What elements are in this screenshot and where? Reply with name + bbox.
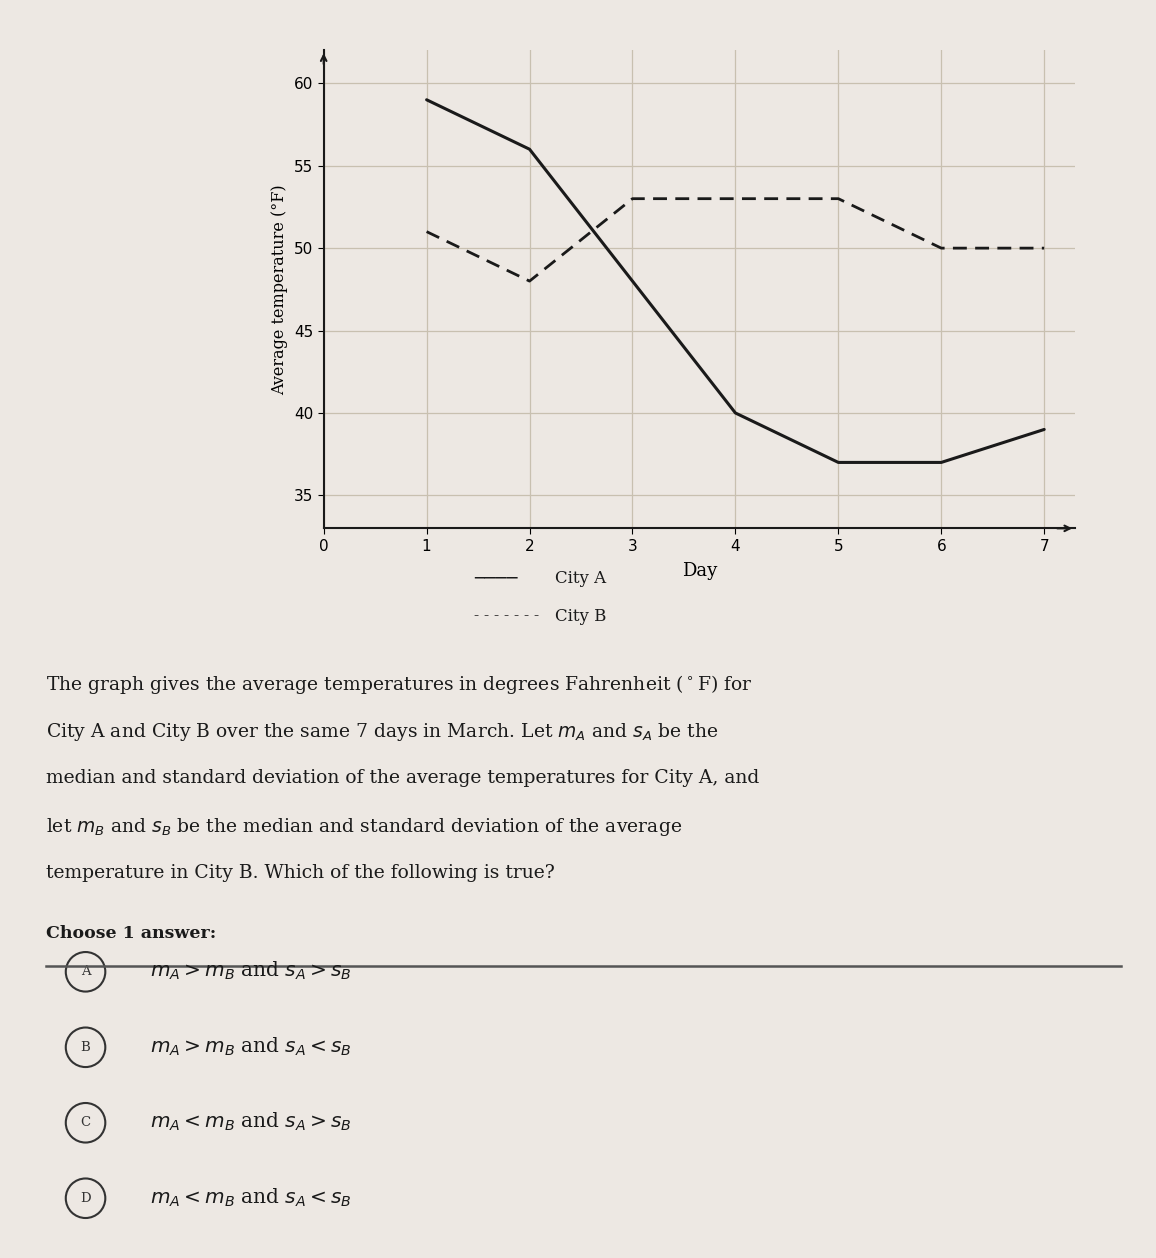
Text: $m_A > m_B$ and $s_A > s_B$: $m_A > m_B$ and $s_A > s_B$ [150, 960, 351, 982]
Text: The graph gives the average temperatures in degrees Fahrenheit ($^\circ$F) for: The graph gives the average temperatures… [46, 673, 753, 696]
Text: C: C [81, 1116, 90, 1130]
Text: - - - - - - -: - - - - - - - [474, 609, 539, 624]
Text: $m_A > m_B$ and $s_A < s_B$: $m_A > m_B$ and $s_A < s_B$ [150, 1035, 351, 1058]
Text: D: D [80, 1191, 91, 1205]
X-axis label: Day: Day [682, 562, 717, 580]
Text: temperature in City B. Which of the following is true?: temperature in City B. Which of the foll… [46, 864, 555, 882]
Y-axis label: Average temperature (°F): Average temperature (°F) [272, 184, 288, 395]
Text: City B: City B [555, 608, 606, 625]
Text: A: A [81, 965, 90, 979]
Text: B: B [81, 1040, 90, 1054]
Text: ────: ──── [474, 570, 518, 587]
Text: let $m_B$ and $s_B$ be the median and standard deviation of the average: let $m_B$ and $s_B$ be the median and st… [46, 816, 682, 838]
Text: City A: City A [555, 570, 606, 587]
Text: median and standard deviation of the average temperatures for City A, and: median and standard deviation of the ave… [46, 769, 759, 786]
Text: City A and City B over the same 7 days in March. Let $m_A$ and $s_A$ be the: City A and City B over the same 7 days i… [46, 721, 719, 742]
Text: Choose 1 answer:: Choose 1 answer: [46, 925, 216, 942]
Text: $m_A < m_B$ and $s_A > s_B$: $m_A < m_B$ and $s_A > s_B$ [150, 1111, 351, 1133]
Text: $m_A < m_B$ and $s_A < s_B$: $m_A < m_B$ and $s_A < s_B$ [150, 1186, 351, 1209]
